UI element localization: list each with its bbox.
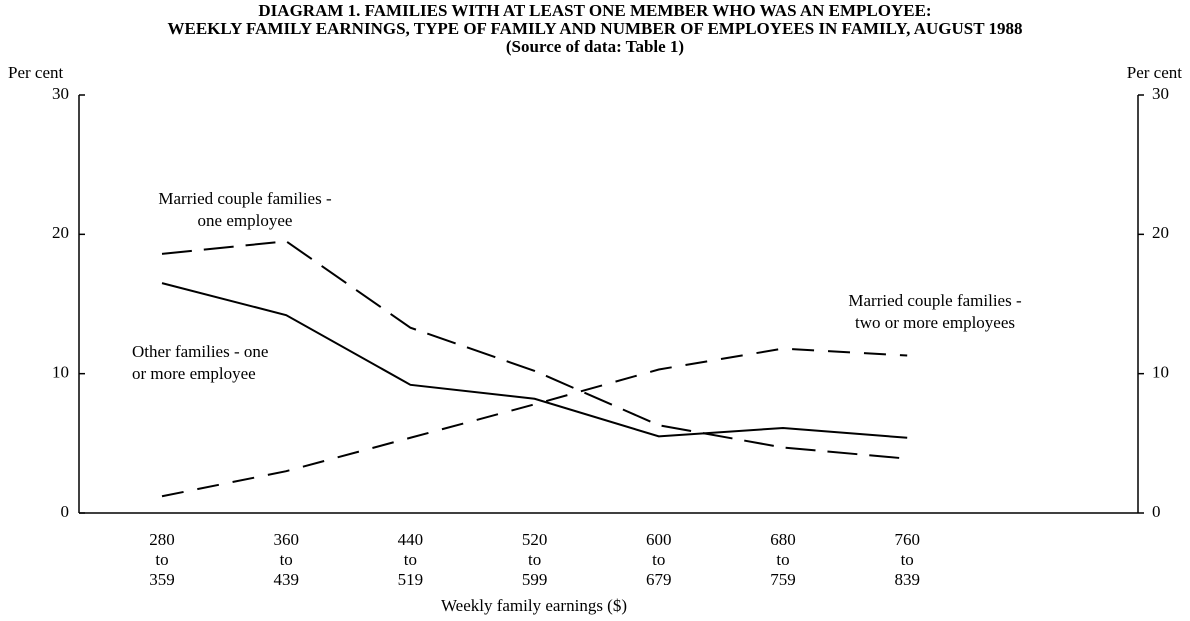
y-axis-label: Per cent xyxy=(8,63,64,82)
series-label: Married couple families - xyxy=(848,291,1022,310)
chart-subtitle: (Source of data: Table 1) xyxy=(506,37,684,56)
x-tick-label: to xyxy=(404,550,417,569)
series-label: one employee xyxy=(198,211,293,230)
series-line xyxy=(161,240,908,460)
x-tick-label: to xyxy=(776,550,789,569)
x-tick-label: to xyxy=(528,550,541,569)
chart-title: DIAGRAM 1. FAMILIES WITH AT LEAST ONE ME… xyxy=(258,1,931,20)
x-tick-label: 359 xyxy=(149,570,175,589)
x-tick-label: 520 xyxy=(522,530,548,549)
y2-tick-label: 10 xyxy=(1152,363,1169,382)
x-tick-label: 439 xyxy=(273,570,299,589)
series-line xyxy=(161,282,908,439)
x-tick-label: 600 xyxy=(646,530,672,549)
x-tick-label: 280 xyxy=(149,530,175,549)
x-tick-label: 759 xyxy=(770,570,796,589)
series-label: Married couple families - xyxy=(158,189,332,208)
x-tick-label: to xyxy=(280,550,293,569)
y-tick-label: 10 xyxy=(52,363,69,382)
y2-axis-label: Per cent xyxy=(1127,63,1183,82)
x-tick-label: to xyxy=(652,550,665,569)
series-label: Other families - one xyxy=(132,342,268,361)
x-tick-label: 519 xyxy=(398,570,424,589)
x-tick-label: 599 xyxy=(522,570,548,589)
chart-title: WEEKLY FAMILY EARNINGS, TYPE OF FAMILY A… xyxy=(167,19,1022,38)
series-label: two or more employees xyxy=(855,313,1015,332)
series-label: or more employee xyxy=(132,364,256,383)
x-tick-label: 680 xyxy=(770,530,796,549)
y-tick-label: 0 xyxy=(61,502,70,521)
x-axis-label: Weekly family earnings ($) xyxy=(441,596,627,615)
x-tick-label: 760 xyxy=(894,530,920,549)
y-tick-label: 20 xyxy=(52,223,69,242)
x-tick-label: 440 xyxy=(398,530,424,549)
x-tick-label: to xyxy=(901,550,914,569)
y2-tick-label: 30 xyxy=(1152,84,1169,103)
y-tick-label: 30 xyxy=(52,84,69,103)
series-line xyxy=(161,347,908,498)
x-tick-label: 839 xyxy=(894,570,920,589)
x-tick-label: 360 xyxy=(273,530,299,549)
y2-tick-label: 20 xyxy=(1152,223,1169,242)
x-tick-label: 679 xyxy=(646,570,672,589)
y2-tick-label: 0 xyxy=(1152,502,1161,521)
x-tick-label: to xyxy=(155,550,168,569)
